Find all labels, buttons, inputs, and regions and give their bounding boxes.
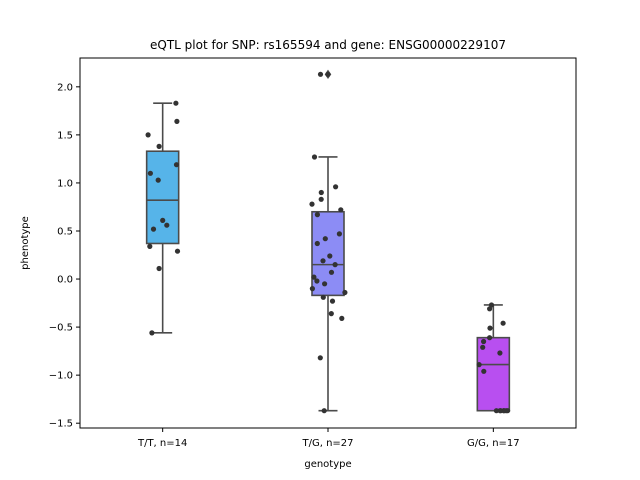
data-point	[476, 362, 482, 368]
plot-area	[145, 69, 511, 414]
data-point	[338, 207, 344, 213]
data-point	[160, 217, 166, 223]
data-point	[173, 162, 180, 168]
data-point	[500, 320, 506, 326]
data-point	[327, 253, 333, 259]
data-point	[322, 281, 328, 287]
data-point	[481, 338, 487, 345]
data-point	[317, 355, 323, 361]
box-group	[476, 304, 511, 412]
data-point	[342, 289, 348, 296]
x-axis-label: genotype	[304, 459, 351, 470]
data-point	[317, 71, 324, 77]
data-point	[314, 278, 320, 284]
data-point	[155, 177, 161, 183]
data-point	[174, 118, 180, 124]
data-point	[311, 274, 317, 280]
data-point	[481, 368, 487, 374]
data-point	[336, 231, 342, 237]
data-point	[309, 201, 315, 207]
data-point	[145, 132, 151, 138]
data-point	[314, 212, 320, 218]
y-tick-label: −1.0	[49, 371, 73, 382]
iqr-box	[311, 210, 345, 297]
data-point	[149, 330, 155, 336]
data-point	[501, 408, 507, 414]
data-point	[318, 189, 324, 196]
data-point	[320, 294, 326, 300]
y-tick-label: 0.0	[57, 275, 73, 286]
data-point	[480, 344, 486, 350]
data-point	[147, 243, 153, 249]
y-tick-label: −1.5	[49, 419, 73, 430]
data-point	[333, 184, 339, 190]
y-axis-label: phenotype	[20, 216, 31, 270]
y-tick-label: 0.5	[57, 226, 73, 237]
data-point	[318, 196, 324, 202]
data-point	[487, 335, 493, 341]
x-tick-label: T/T, n=14	[137, 438, 187, 449]
data-point	[156, 143, 162, 149]
x-tick-label: G/G, n=17	[467, 438, 520, 449]
data-point	[325, 71, 331, 77]
data-point	[320, 258, 326, 264]
data-point	[150, 226, 157, 232]
data-point	[497, 408, 503, 414]
y-tick-label: 1.0	[57, 178, 73, 189]
data-point	[311, 154, 318, 160]
y-tick-label: −0.5	[49, 323, 73, 334]
data-point	[322, 236, 328, 242]
y-axis: −1.5 −1.0 −0.5 0.0 0.5 1.0 1.5 2.0	[49, 82, 80, 430]
data-point	[329, 298, 336, 304]
box-group	[311, 69, 345, 412]
data-point	[164, 222, 170, 228]
data-point	[328, 269, 335, 275]
data-point	[173, 100, 179, 106]
data-point	[493, 408, 499, 414]
chart-title: eQTL plot for SNP: rs165594 and gene: EN…	[150, 38, 506, 52]
y-tick-label: 2.0	[57, 82, 73, 93]
data-point	[332, 262, 338, 268]
data-point	[328, 311, 334, 317]
data-point	[314, 240, 320, 247]
x-tick-label: T/G, n=27	[301, 438, 353, 449]
data-point	[156, 265, 162, 272]
data-point	[339, 315, 345, 321]
data-point	[487, 306, 493, 312]
data-point	[174, 248, 181, 254]
data-point	[321, 408, 327, 414]
data-point	[309, 286, 315, 292]
y-tick-label: 1.5	[57, 130, 73, 141]
x-axis: T/T, n=14 T/G, n=27 G/G, n=17	[137, 428, 520, 449]
data-point	[147, 170, 153, 176]
data-point	[487, 325, 493, 331]
data-point	[497, 350, 503, 356]
